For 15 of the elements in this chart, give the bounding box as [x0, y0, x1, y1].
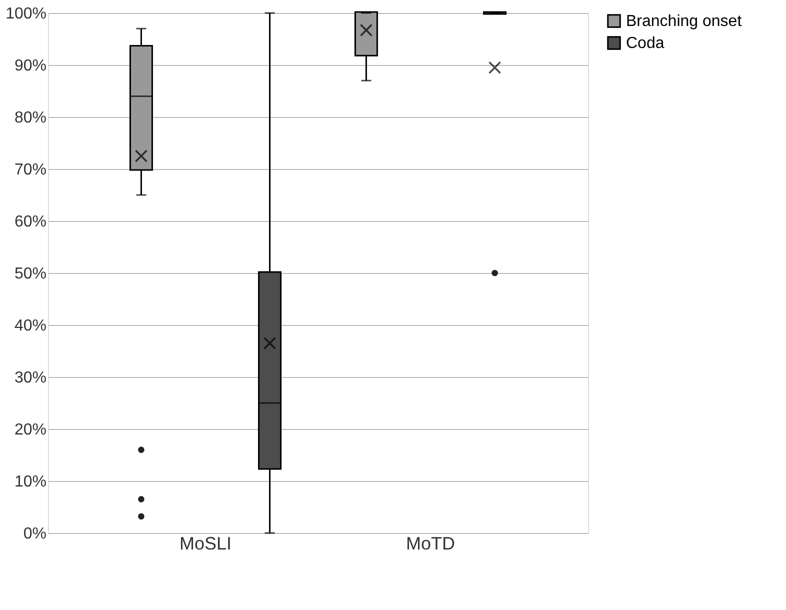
- legend-label: Coda: [626, 35, 664, 52]
- x-tick-label: MoSLI: [179, 534, 232, 554]
- y-tick-label: 100%: [6, 6, 46, 22]
- y-tick-label: 20%: [14, 422, 46, 438]
- legend-label: Branching onset: [626, 13, 742, 30]
- y-tick-label: 40%: [14, 318, 46, 334]
- y-tick-label: 0%: [23, 526, 46, 542]
- x-tick-label: MoTD: [406, 534, 455, 554]
- y-tick-label: 10%: [14, 474, 46, 490]
- y-tick-label: 70%: [14, 162, 46, 178]
- y-tick-label: 60%: [14, 214, 46, 230]
- y-tick-label: 80%: [14, 110, 46, 126]
- y-tick-label: 90%: [14, 58, 46, 74]
- y-tick-label: 30%: [14, 370, 46, 386]
- y-tick-label: 50%: [14, 266, 46, 282]
